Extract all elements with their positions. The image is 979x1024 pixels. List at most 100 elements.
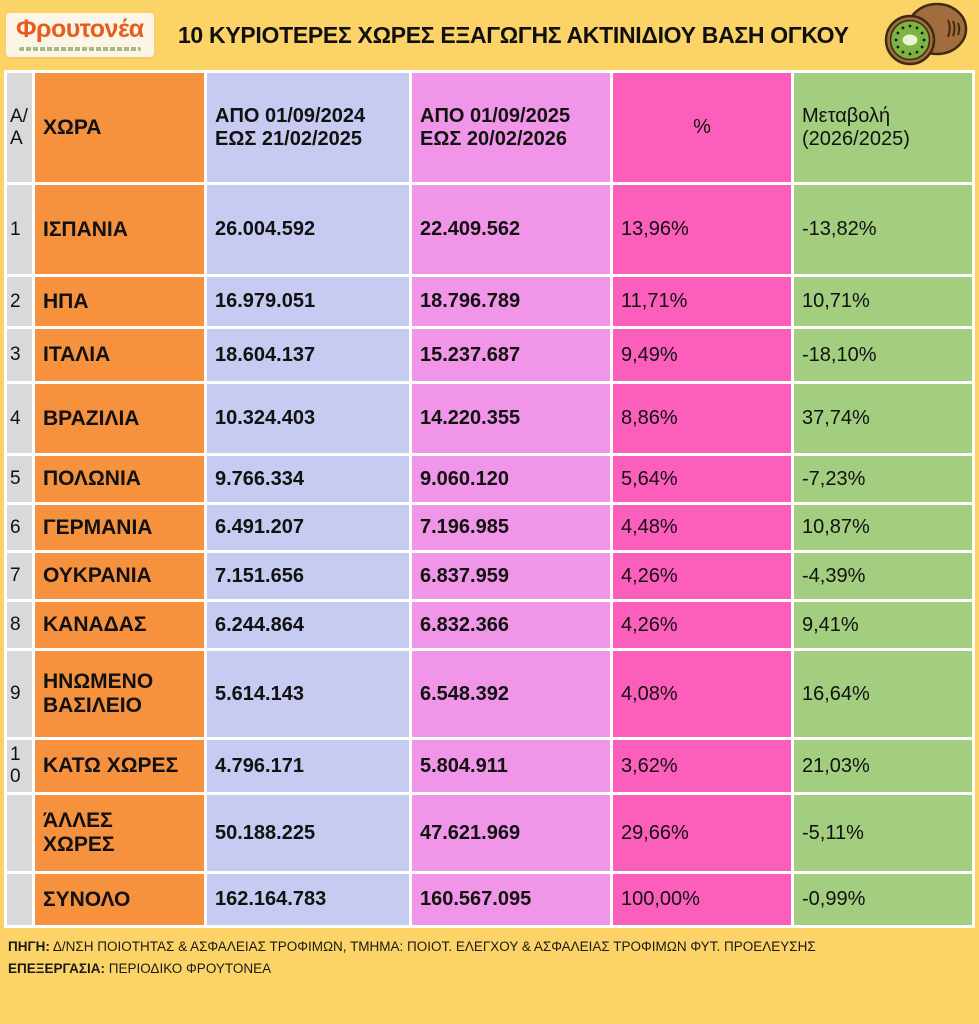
table-row: 8 ΚΑΝΑΔΑΣ 6.244.864 6.832.366 4,26% 9,41… xyxy=(4,599,975,651)
rank-cell xyxy=(4,792,35,874)
share-cell: 8,86% xyxy=(610,381,794,456)
rank-cell xyxy=(4,871,35,928)
header-rank: Α/Α xyxy=(4,70,35,185)
source-label: ΠΗΓΗ: xyxy=(8,939,50,954)
country-cell: ΙΤΑΛΙΑ xyxy=(32,326,207,384)
volume-2025-2026-cell: 5.804.911 xyxy=(409,737,613,795)
footer-notes: ΠΗΓΗ: Δ/ΝΣΗ ΠΟΙΟΤΗΤΑΣ & ΑΣΦΑΛΕΙΑΣ ΤΡΟΦΙΜ… xyxy=(0,928,979,979)
rank-cell: 8 xyxy=(4,599,35,651)
country-cell: ΠΟΛΩΝΙΑ xyxy=(32,453,207,505)
table-row: 7 ΟΥΚΡΑΝΙΑ 7.151.656 6.837.959 4,26% -4,… xyxy=(4,550,975,602)
country-cell: ΣΥΝΟΛΟ xyxy=(32,871,207,928)
share-cell: 4,26% xyxy=(610,550,794,602)
table-row: 3 ΙΤΑΛΙΑ 18.604.137 15.237.687 9,49% -18… xyxy=(4,326,975,384)
table-row: 9 ΗΝΩΜΕΝΟ ΒΑΣΙΛΕΙΟ 5.614.143 6.548.392 4… xyxy=(4,648,975,740)
volume-2024-2025-cell: 162.164.783 xyxy=(204,871,412,928)
volume-2024-2025-cell: 6.244.864 xyxy=(204,599,412,651)
volume-2025-2026-cell: 9.060.120 xyxy=(409,453,613,505)
logo-wordmark: Φρουτονέα xyxy=(16,15,144,44)
rank-cell: 9 xyxy=(4,648,35,740)
volume-2025-2026-cell: 6.548.392 xyxy=(409,648,613,740)
header-band: Φρουτονέα 10 ΚΥΡΙΟΤΕΡΕΣ ΧΩΡΕΣ ΕΞΑΓΩΓΗΣ Α… xyxy=(0,0,979,70)
table-row-total: ΣΥΝΟΛΟ 162.164.783 160.567.095 100,00% -… xyxy=(4,871,975,928)
table-row: 4 ΒΡΑΖΙΛΙΑ 10.324.403 14.220.355 8,86% 3… xyxy=(4,381,975,456)
change-cell: -4,39% xyxy=(791,550,975,602)
share-cell: 9,49% xyxy=(610,326,794,384)
volume-2025-2026-cell: 18.796.789 xyxy=(409,274,613,329)
table-header-row: Α/Α ΧΩΡΑ ΑΠΟ 01/09/2024 ΕΩΣ 21/02/2025 Α… xyxy=(4,70,975,185)
table-row: 10 ΚΑΤΩ ΧΩΡΕΣ 4.796.171 5.804.911 3,62% … xyxy=(4,737,975,795)
volume-2025-2026-cell: 160.567.095 xyxy=(409,871,613,928)
country-cell: ΟΥΚΡΑΝΙΑ xyxy=(32,550,207,602)
volume-2025-2026-cell: 22.409.562 xyxy=(409,182,613,277)
source-line: ΠΗΓΗ: Δ/ΝΣΗ ΠΟΙΟΤΗΤΑΣ & ΑΣΦΑΛΕΙΑΣ ΤΡΟΦΙΜ… xyxy=(8,936,971,958)
volume-2025-2026-cell: 15.237.687 xyxy=(409,326,613,384)
share-cell: 13,96% xyxy=(610,182,794,277)
country-cell: ΗΝΩΜΕΝΟ ΒΑΣΙΛΕΙΟ xyxy=(32,648,207,740)
header-share-pct: % xyxy=(610,70,794,185)
table-row: 5 ΠΟΛΩΝΙΑ 9.766.334 9.060.120 5,64% -7,2… xyxy=(4,453,975,505)
volume-2025-2026-cell: 7.196.985 xyxy=(409,502,613,553)
logo-tagline-decoration xyxy=(18,46,142,51)
volume-2024-2025-cell: 26.004.592 xyxy=(204,182,412,277)
country-cell: ΗΠΑ xyxy=(32,274,207,329)
share-cell: 100,00% xyxy=(610,871,794,928)
change-cell: -18,10% xyxy=(791,326,975,384)
header-period-2024-2025: ΑΠΟ 01/09/2024 ΕΩΣ 21/02/2025 xyxy=(204,70,412,185)
share-cell: 3,62% xyxy=(610,737,794,795)
volume-2024-2025-cell: 7.151.656 xyxy=(204,550,412,602)
volume-2025-2026-cell: 14.220.355 xyxy=(409,381,613,456)
change-cell: -5,11% xyxy=(791,792,975,874)
country-cell: ΓΕΡΜΑΝΙΑ xyxy=(32,502,207,553)
editing-line: ΕΠΕΞΕΡΓΑΣΙΑ: ΠΕΡΙΟΔΙΚΟ ΦΡΟΥΤΟΝΕΑ xyxy=(8,958,971,980)
country-cell: ΙΣΠΑΝΙΑ xyxy=(32,182,207,277)
change-cell: 10,87% xyxy=(791,502,975,553)
table-row: 2 ΗΠΑ 16.979.051 18.796.789 11,71% 10,71… xyxy=(4,274,975,329)
source-text: Δ/ΝΣΗ ΠΟΙΟΤΗΤΑΣ & ΑΣΦΑΛΕΙΑΣ ΤΡΟΦΙΜΩΝ, ΤΜ… xyxy=(49,939,816,954)
rank-cell: 2 xyxy=(4,274,35,329)
rank-cell: 6 xyxy=(4,502,35,553)
country-cell: ΆΛΛΕΣ ΧΩΡΕΣ xyxy=(32,792,207,874)
volume-2024-2025-cell: 5.614.143 xyxy=(204,648,412,740)
export-table: Α/Α ΧΩΡΑ ΑΠΟ 01/09/2024 ΕΩΣ 21/02/2025 Α… xyxy=(4,70,975,928)
rank-cell: 4 xyxy=(4,381,35,456)
header-change: Μεταβολή (2026/2025) xyxy=(791,70,975,185)
editing-text: ΠΕΡΙΟΔΙΚΟ ΦΡΟΥΤΟΝΕΑ xyxy=(104,960,272,976)
volume-2024-2025-cell: 50.188.225 xyxy=(204,792,412,874)
rank-cell: 3 xyxy=(4,326,35,384)
change-cell: 10,71% xyxy=(791,274,975,329)
table-row-other-countries: ΆΛΛΕΣ ΧΩΡΕΣ 50.188.225 47.621.969 29,66%… xyxy=(4,792,975,874)
rank-cell: 10 xyxy=(4,737,35,795)
change-cell: 16,64% xyxy=(791,648,975,740)
header-period-2025-2026: ΑΠΟ 01/09/2025 ΕΩΣ 20/02/2026 xyxy=(409,70,613,185)
volume-2025-2026-cell: 6.837.959 xyxy=(409,550,613,602)
share-cell: 29,66% xyxy=(610,792,794,874)
country-cell: ΚΑΝΑΔΑΣ xyxy=(32,599,207,651)
share-cell: 4,48% xyxy=(610,502,794,553)
volume-2025-2026-cell: 6.832.366 xyxy=(409,599,613,651)
table-row: 6 ΓΕΡΜΑΝΙΑ 6.491.207 7.196.985 4,48% 10,… xyxy=(4,502,975,553)
change-cell: -13,82% xyxy=(791,182,975,277)
table-row: 1 ΙΣΠΑΝΙΑ 26.004.592 22.409.562 13,96% -… xyxy=(4,182,975,277)
volume-2024-2025-cell: 18.604.137 xyxy=(204,326,412,384)
editing-label: ΕΠΕΞΕΡΓΑΣΙΑ: xyxy=(8,960,105,976)
volume-2024-2025-cell: 6.491.207 xyxy=(204,502,412,553)
froutonea-logo: Φρουτονέα xyxy=(6,13,154,57)
volume-2024-2025-cell: 9.766.334 xyxy=(204,453,412,505)
volume-2024-2025-cell: 4.796.171 xyxy=(204,737,412,795)
change-cell: 21,03% xyxy=(791,737,975,795)
share-cell: 5,64% xyxy=(610,453,794,505)
rank-cell: 5 xyxy=(4,453,35,505)
volume-2024-2025-cell: 16.979.051 xyxy=(204,274,412,329)
page-title: 10 ΚΥΡΙΟΤΕΡΕΣ ΧΩΡΕΣ ΕΞΑΓΩΓΗΣ ΑΚΤΙΝΙΔΙΟΥ … xyxy=(177,21,849,48)
country-cell: ΚΑΤΩ ΧΩΡΕΣ xyxy=(32,737,207,795)
volume-2025-2026-cell: 47.621.969 xyxy=(409,792,613,874)
change-cell: -0,99% xyxy=(791,871,975,928)
country-cell: ΒΡΑΖΙΛΙΑ xyxy=(32,381,207,456)
volume-2024-2025-cell: 10.324.403 xyxy=(204,381,412,456)
rank-cell: 7 xyxy=(4,550,35,602)
header-country: ΧΩΡΑ xyxy=(32,70,207,185)
share-cell: 4,08% xyxy=(610,648,794,740)
rank-cell: 1 xyxy=(4,182,35,277)
